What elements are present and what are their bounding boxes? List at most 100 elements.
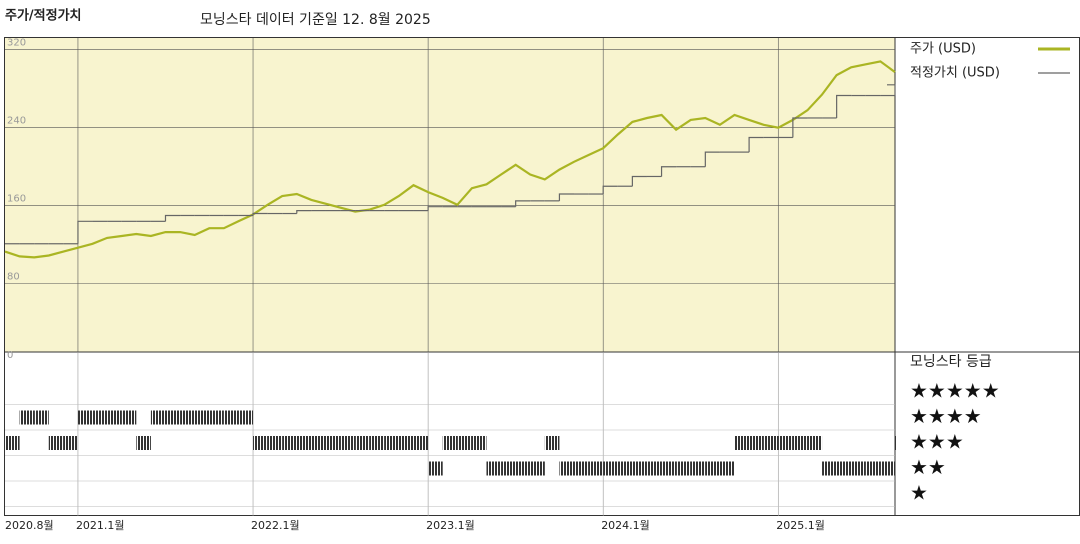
rating-label: ★★★ xyxy=(910,430,964,454)
rating-bar xyxy=(822,461,837,476)
chart-title: 주가/적정가치 xyxy=(5,8,82,24)
fair-value-step xyxy=(836,94,852,118)
rating-bar xyxy=(209,410,224,425)
rating-bar xyxy=(544,436,560,450)
rating-bar xyxy=(617,461,633,476)
fair-value-step xyxy=(704,151,720,167)
rating-bar xyxy=(530,461,545,476)
fair-value-step xyxy=(602,185,618,195)
rating-bar xyxy=(121,410,137,425)
rating-bar xyxy=(792,436,808,450)
y-tick-label: 160 xyxy=(7,194,26,205)
rating-bar xyxy=(734,436,750,450)
rating-bar xyxy=(253,436,268,450)
rating-bar xyxy=(48,436,64,450)
fair-value-step xyxy=(748,136,764,153)
rating-bar xyxy=(778,436,793,450)
rating-bar xyxy=(325,436,341,450)
rating-bar xyxy=(340,436,356,450)
y-tick-label: 320 xyxy=(7,38,26,49)
rating-bar xyxy=(442,436,458,450)
fair-value-step xyxy=(164,214,181,222)
rating-bar xyxy=(719,461,735,476)
rating-bar xyxy=(165,410,181,425)
rating-bar xyxy=(865,461,881,476)
rating-label: ★★★★★ xyxy=(910,379,1000,403)
rating-bar xyxy=(471,436,487,450)
rating-bar xyxy=(194,410,210,425)
rating-bar xyxy=(895,436,897,450)
rating-bar xyxy=(836,461,852,476)
rating-bar xyxy=(515,461,531,476)
rating-bar xyxy=(63,436,78,450)
rating-bar xyxy=(384,436,399,450)
x-tick-label: 2024.1월 xyxy=(601,519,650,532)
y-tick-label: 0 xyxy=(7,350,13,361)
rating-bar xyxy=(603,461,618,476)
rating-label: ★★★★ xyxy=(910,404,982,428)
fair-value-step xyxy=(515,200,531,207)
rating-bar xyxy=(559,461,575,476)
x-tick-label: 2020.8월 xyxy=(5,519,54,532)
rating-bar xyxy=(223,410,239,425)
rating-bar xyxy=(180,410,195,425)
fair-value-step xyxy=(252,212,268,216)
y-tick-label: 80 xyxy=(7,272,20,283)
rating-bar xyxy=(267,436,283,450)
x-tick-label: 2025.1월 xyxy=(776,519,825,532)
rating-bar xyxy=(369,436,385,450)
fair-value-step xyxy=(631,175,647,187)
fair-value-step xyxy=(792,117,808,138)
plot-background xyxy=(5,38,895,352)
rating-bar xyxy=(676,461,691,476)
fair-value-step xyxy=(660,166,677,177)
rating-bar xyxy=(5,436,20,450)
rating-bar xyxy=(457,436,472,450)
rating-bar xyxy=(588,461,604,476)
fair-value-step xyxy=(77,220,93,244)
rating-bar xyxy=(690,461,706,476)
x-tick-label: 2021.1월 xyxy=(76,519,125,532)
rating-bar xyxy=(646,461,662,476)
legend-label: 적정가치 (USD) xyxy=(910,66,1000,81)
rating-bar xyxy=(355,436,370,450)
legend-label: 주가 (USD) xyxy=(910,42,976,57)
rating-bar xyxy=(880,461,895,476)
price-line xyxy=(4,60,896,259)
rating-bar xyxy=(501,461,516,476)
rating-label: ★ xyxy=(910,481,928,505)
fair-value-step xyxy=(887,84,896,96)
chart-subtitle: 모닝스타 데이터 기준일 12. 8월 2025 xyxy=(200,12,431,28)
rating-bar xyxy=(807,436,823,450)
rating-bar xyxy=(238,410,254,425)
rating-bar xyxy=(398,436,414,450)
rating-bar xyxy=(296,436,312,450)
rating-bar xyxy=(311,436,326,450)
rating-bar xyxy=(851,461,866,476)
rating-bar xyxy=(107,410,122,425)
x-tick-label: 2023.1월 xyxy=(426,519,475,532)
rating-bar xyxy=(19,410,35,425)
fair-value-step xyxy=(296,210,312,214)
rating-bar xyxy=(413,436,429,450)
rating-bar xyxy=(92,410,108,425)
y-tick-label: 240 xyxy=(7,116,26,127)
fair-value-step xyxy=(558,193,575,201)
rating-title: 모닝스타 등급 xyxy=(910,354,992,370)
rating-bar xyxy=(661,461,677,476)
rating-bar xyxy=(749,436,764,450)
rating-bar xyxy=(428,461,443,476)
rating-bar xyxy=(77,410,93,425)
rating-bar xyxy=(763,436,779,450)
rating-label: ★★ xyxy=(910,455,946,479)
rating-bar xyxy=(136,436,151,450)
x-tick-label: 2022.1월 xyxy=(251,519,300,532)
rating-bar xyxy=(486,461,502,476)
rating-bar xyxy=(574,461,589,476)
fair-value-step xyxy=(427,206,443,211)
rating-bar xyxy=(705,461,720,476)
rating-bar xyxy=(632,461,647,476)
rating-bar xyxy=(150,410,166,425)
rating-bar xyxy=(282,436,297,450)
